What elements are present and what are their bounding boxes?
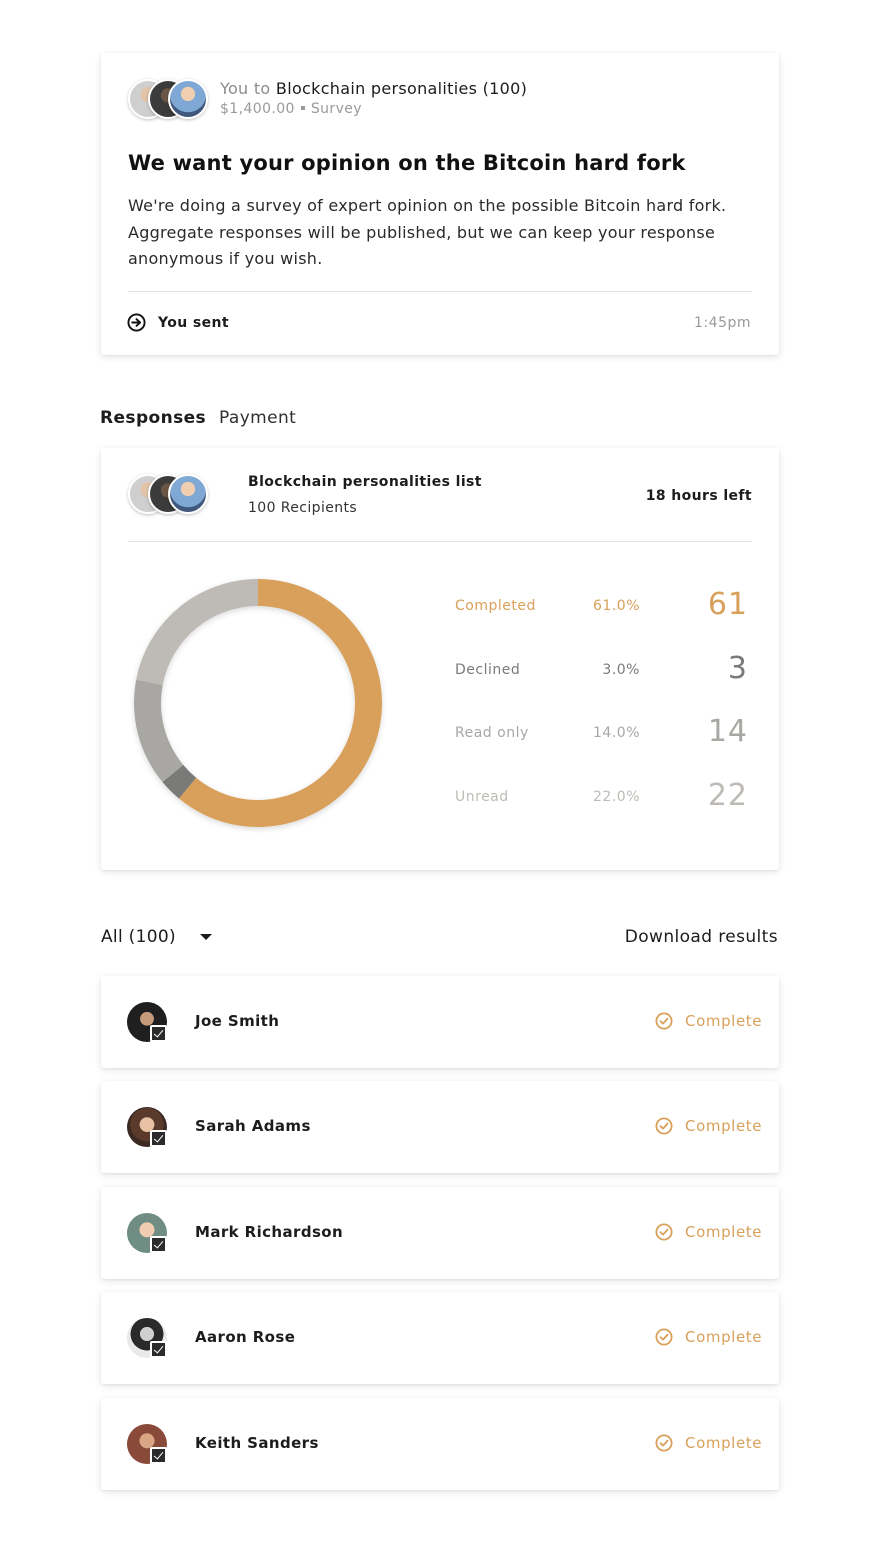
caret-down-icon[interactable] <box>200 934 212 940</box>
recipient-name: Aaron Rose <box>195 1328 296 1346</box>
checkbox-icon <box>150 1025 167 1042</box>
stat-label-unread: Unread <box>455 789 509 805</box>
list-avatar-stack <box>128 474 210 516</box>
donut-slice-completed <box>178 579 382 827</box>
avatar <box>168 474 208 514</box>
recipient-row[interactable]: Mark Richardson Complete <box>101 1187 779 1279</box>
list-name: Blockchain personalities list <box>248 474 482 490</box>
status-badge: Complete <box>685 1223 763 1241</box>
divider <box>128 541 752 542</box>
recipient-row[interactable]: Keith Sanders Complete <box>101 1398 779 1490</box>
recipient-name: Keith Sanders <box>195 1434 319 1452</box>
recipient-row[interactable]: Sarah Adams Complete <box>101 1081 779 1173</box>
responses-card: Blockchain personalities list 100 Recipi… <box>101 448 779 870</box>
check-circle-icon <box>655 1223 673 1241</box>
check-circle-icon <box>655 1434 673 1452</box>
stat-count-declined: 3 <box>727 651 748 686</box>
check-circle-icon <box>655 1117 673 1135</box>
header-prefix: You to <box>220 79 271 98</box>
filter-dropdown[interactable]: All (100) <box>101 927 176 947</box>
recipient-row[interactable]: Joe Smith Complete <box>101 976 779 1068</box>
donut-slice-unread <box>136 579 258 685</box>
separator-dot <box>300 106 305 110</box>
message-type: Survey <box>310 101 362 117</box>
status-badge: Complete <box>685 1328 763 1346</box>
responses-donut-chart <box>134 579 382 827</box>
checkbox-icon <box>150 1236 167 1253</box>
check-circle-icon <box>655 1012 673 1030</box>
arrow-right-circle-icon <box>127 313 146 332</box>
stat-count-completed: 61 <box>707 587 748 622</box>
message-meta: $1,400.00 Survey <box>220 101 362 117</box>
checkbox-icon <box>150 1341 167 1358</box>
recipient-group-link[interactable]: Blockchain personalities (100) <box>275 79 528 98</box>
message-amount: $1,400.00 <box>220 101 295 117</box>
message-body: We're doing a survey of expert opinion o… <box>128 196 727 268</box>
divider <box>128 291 752 292</box>
recipient-name: Sarah Adams <box>195 1117 311 1135</box>
donut-slice-declined <box>162 764 197 799</box>
download-results-button[interactable]: Download results <box>624 927 778 947</box>
message-header: You to Blockchain personalities (100) <box>220 79 527 98</box>
status-badge: Complete <box>685 1117 763 1135</box>
status-badge: Complete <box>685 1012 763 1030</box>
stat-percent-declined: 3.0% <box>602 662 640 678</box>
stat-count-unread: 22 <box>707 778 748 813</box>
status-badge: Complete <box>685 1434 763 1452</box>
time-left: 18 hours left <box>645 488 752 504</box>
recipient-count: 100 Recipients <box>248 500 358 516</box>
stat-percent-unread: 22.0% <box>593 789 640 805</box>
stat-label-completed: Completed <box>455 598 536 614</box>
sent-time: 1:45pm <box>694 315 751 331</box>
stat-label-read-only: Read only <box>455 725 529 741</box>
stat-count-read-only: 14 <box>707 714 748 749</box>
recipient-name: Joe Smith <box>195 1012 280 1030</box>
message-card[interactable]: You to Blockchain personalities (100) $1… <box>101 53 779 355</box>
stat-percent-completed: 61.0% <box>593 598 640 614</box>
sent-label: You sent <box>158 315 229 331</box>
check-circle-icon <box>655 1328 673 1346</box>
stat-percent-read-only: 14.0% <box>593 725 640 741</box>
recipient-row[interactable]: Aaron Rose Complete <box>101 1292 779 1384</box>
checkbox-icon <box>150 1130 167 1147</box>
checkbox-icon <box>150 1447 167 1464</box>
recipient-avatar-stack <box>128 79 210 121</box>
message-title: We want your opinion on the Bitcoin hard… <box>128 151 686 175</box>
donut-slice-read-only <box>134 679 184 783</box>
recipient-name: Mark Richardson <box>195 1223 344 1241</box>
tab-payment[interactable]: Payment <box>219 408 297 428</box>
tab-responses[interactable]: Responses <box>100 408 207 428</box>
stat-label-declined: Declined <box>455 662 521 678</box>
avatar <box>168 79 208 119</box>
